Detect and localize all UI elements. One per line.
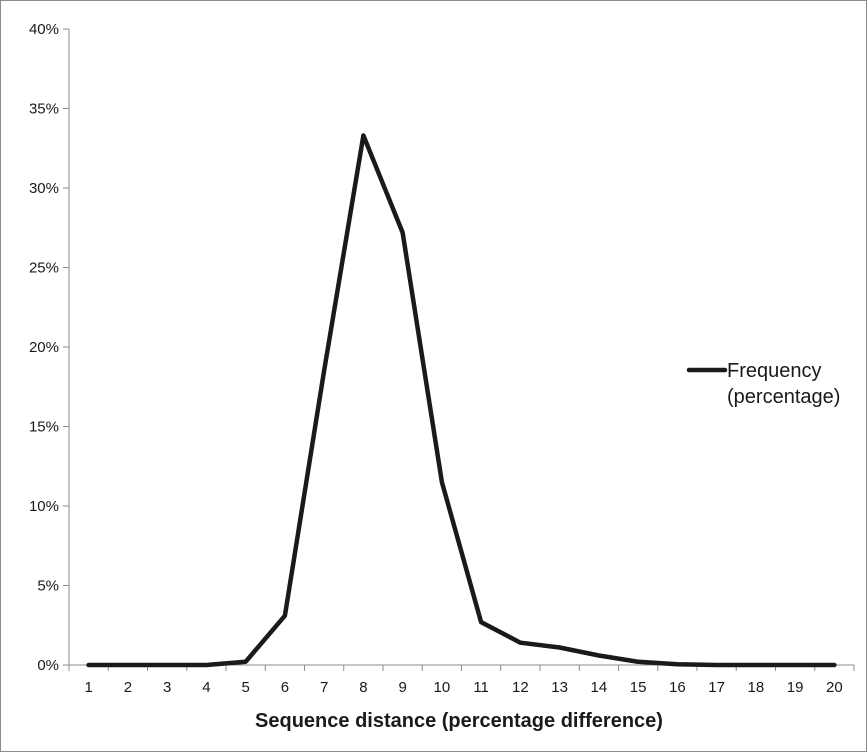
x-tick-label: 20 <box>826 679 843 696</box>
x-tick-label: 1 <box>84 679 92 696</box>
x-tick-label: 6 <box>281 679 289 696</box>
y-tick-label: 15% <box>29 419 59 436</box>
x-tick-label: 3 <box>163 679 171 696</box>
x-tick-label: 7 <box>320 679 328 696</box>
x-tick-label: 12 <box>512 679 529 696</box>
y-tick-label: 40% <box>29 21 59 38</box>
x-tick-label: 2 <box>124 679 132 696</box>
x-tick-label: 17 <box>708 679 725 696</box>
legend: Frequency (percentage) <box>686 360 840 408</box>
y-tick-label: 0% <box>37 657 59 674</box>
x-tick-label: 19 <box>787 679 804 696</box>
y-tick-label: 10% <box>29 498 59 515</box>
x-tick-label: 14 <box>591 679 608 696</box>
x-tick-label: 18 <box>748 679 765 696</box>
x-tick-label: 16 <box>669 679 686 696</box>
series-layer <box>86 133 837 668</box>
y-axis: 0% 5% 10% 15% 20% 25% 30% 35% 40% <box>29 21 70 674</box>
y-tick-label: 25% <box>29 260 59 277</box>
x-tick-label: 15 <box>630 679 647 696</box>
legend-label: Frequency (percentage) <box>727 360 840 408</box>
y-tick-label: 30% <box>29 180 59 197</box>
series-line <box>86 133 837 668</box>
x-tick-label: 9 <box>398 679 406 696</box>
y-tick-label: 20% <box>29 339 59 356</box>
x-tick-label: 13 <box>551 679 568 696</box>
y-tick-label: 5% <box>37 578 59 595</box>
y-tick-label: 35% <box>29 101 59 118</box>
x-tick-label: 4 <box>202 679 210 696</box>
x-tick-label: 5 <box>241 679 249 696</box>
x-axis-title: Sequence distance (percentage difference… <box>255 710 663 732</box>
x-tick-label: 10 <box>434 679 451 696</box>
x-tick-label: 11 <box>473 679 489 696</box>
x-axis: 1 2 3 4 5 6 7 8 9 10 11 12 13 14 15 16 17 18 19 20 <box>68 664 855 696</box>
x-tick-label: 8 <box>359 679 367 696</box>
